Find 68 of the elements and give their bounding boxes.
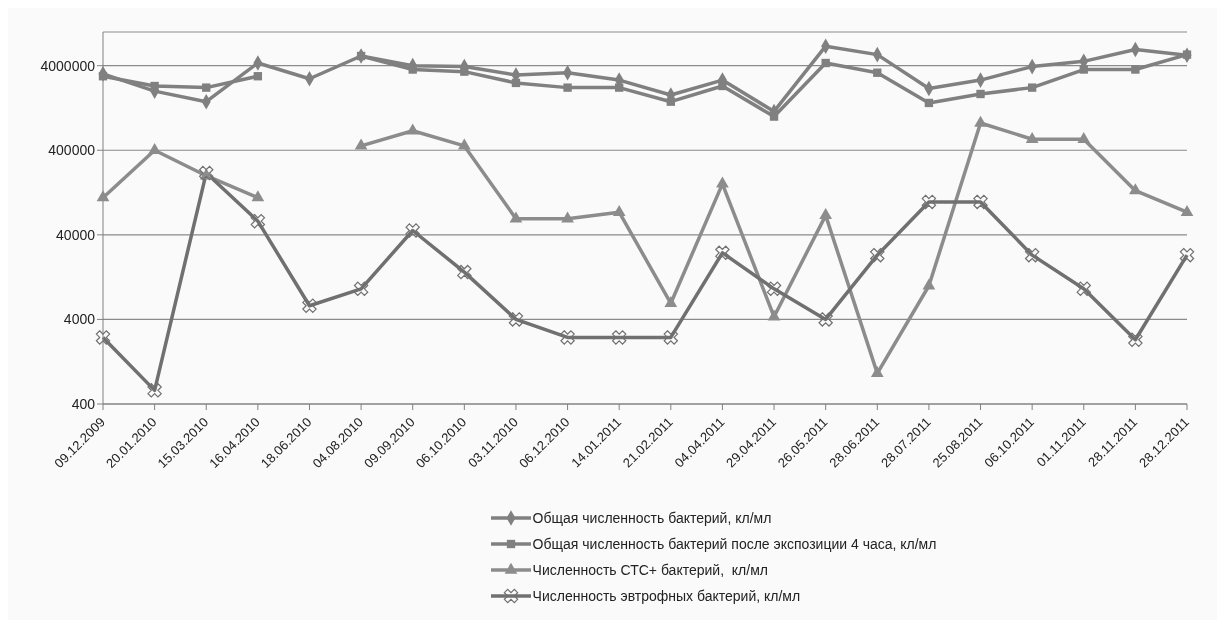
point: [457, 264, 472, 280]
point: [98, 72, 108, 81]
legend-label: Общая численность бактерий, кл/мл: [532, 510, 772, 526]
point: [1027, 83, 1037, 92]
point: [1025, 131, 1039, 143]
y-tick-label: 400: [71, 395, 96, 412]
point: [1129, 183, 1142, 195]
legend-label: Общая численность бактерий после экспозиции 4 часа, кл/мл: [532, 536, 937, 552]
point: [250, 213, 266, 229]
point: [457, 138, 471, 150]
point: [921, 194, 937, 210]
point: [1076, 281, 1091, 297]
point: [767, 309, 781, 321]
point: [405, 223, 420, 238]
legend-label: Численность СТС+ бактерий, кл/мл: [532, 562, 768, 578]
point: [1182, 50, 1192, 59]
point: [870, 366, 884, 378]
point: [922, 278, 936, 290]
point: [1024, 247, 1040, 263]
y-tick-label: 4000000: [40, 57, 96, 74]
point: [150, 81, 159, 91]
point: [563, 83, 572, 92]
point: [1077, 131, 1091, 143]
point: [1128, 332, 1143, 347]
point: [663, 330, 679, 345]
y-tick-label: 400000: [48, 142, 96, 159]
legend-label: Численность эвтрофных бактерий, кл/мл: [532, 588, 801, 604]
point: [1079, 65, 1088, 74]
point: [924, 98, 934, 108]
point: [715, 245, 730, 261]
point: [509, 211, 523, 223]
point: [251, 190, 265, 202]
point: [974, 115, 987, 127]
point: [873, 68, 882, 77]
point: [664, 295, 678, 307]
point: [147, 383, 162, 398]
point: [612, 204, 626, 216]
point: [202, 83, 211, 92]
point: [976, 89, 985, 99]
point: [406, 123, 420, 135]
point: [766, 281, 782, 297]
point: [1180, 204, 1194, 216]
point: [615, 83, 624, 92]
point: [96, 190, 110, 202]
point: [511, 78, 521, 88]
y-tick-label: 4000: [63, 311, 96, 328]
point: [354, 138, 368, 150]
point: [818, 312, 833, 327]
point: [561, 211, 574, 223]
point: [611, 330, 627, 345]
point: [302, 298, 317, 313]
point: [716, 176, 729, 188]
point: [666, 97, 675, 106]
point: [718, 81, 727, 91]
point: [560, 330, 575, 345]
point: [253, 72, 263, 81]
point: [821, 58, 830, 68]
point: [460, 67, 469, 76]
point: [870, 247, 885, 263]
point: [353, 281, 369, 297]
point: [1179, 247, 1195, 263]
y-tick-label: 40000: [56, 226, 96, 243]
point: [95, 330, 111, 345]
point: [769, 112, 779, 121]
point: [973, 194, 988, 210]
point: [1131, 65, 1140, 74]
point: [819, 208, 833, 220]
point: [508, 312, 524, 327]
